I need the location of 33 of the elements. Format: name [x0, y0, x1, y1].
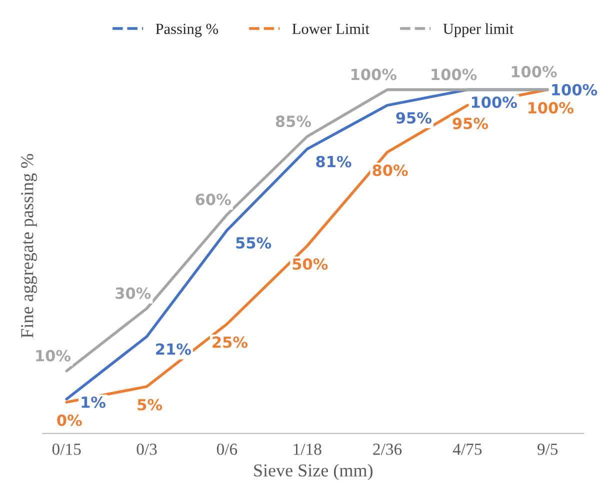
legend-label: Upper limit — [443, 23, 514, 38]
data-label: 25% — [212, 336, 248, 348]
data-label: 1% — [82, 396, 106, 408]
data-label: 5% — [138, 398, 162, 410]
legend-label: Passing % — [156, 24, 218, 38]
x-axis-title: Sieve Size (mm) — [254, 464, 372, 480]
data-label: 10% — [36, 350, 71, 362]
data-label: 30% — [116, 287, 151, 299]
data-label: 81% — [316, 156, 352, 168]
data-label: 100% — [352, 68, 396, 80]
data-label: 80% — [372, 164, 408, 176]
x-tick-label: 2/36 — [373, 444, 402, 455]
data-label: 100% — [512, 66, 557, 78]
data-label: 100% — [552, 84, 598, 96]
y-axis-title: Fine aggregate passing % — [21, 154, 38, 338]
data-label: 85% — [276, 116, 312, 128]
data-label: 95% — [452, 118, 488, 130]
x-tick-label: 4/75 — [452, 444, 482, 455]
data-label: 21% — [156, 343, 191, 355]
data-label: 95% — [396, 112, 432, 124]
x-tick-label: 1/18 — [294, 444, 322, 455]
data-label: 100% — [472, 96, 517, 108]
x-tick-label: 0/3 — [136, 444, 157, 455]
data-label: 100% — [432, 68, 477, 80]
data-label: 60% — [196, 194, 231, 206]
data-label: 0% — [57, 414, 82, 426]
data-label: 50% — [292, 258, 328, 270]
data-label: 55% — [236, 237, 272, 249]
legend-label: Lower Limit — [292, 24, 370, 34]
data-label: 100% — [528, 102, 574, 114]
x-tick-label: 0/15 — [52, 444, 81, 455]
x-tick-label: 9/5 — [537, 444, 558, 455]
x-tick-label: 0/6 — [216, 444, 238, 455]
